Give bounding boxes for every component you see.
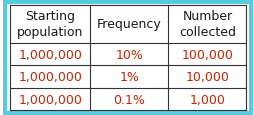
Text: 1,000: 1,000 <box>189 93 225 106</box>
Text: 10,000: 10,000 <box>185 70 229 83</box>
Text: 1,000,000: 1,000,000 <box>18 70 82 83</box>
Text: 0.1%: 0.1% <box>114 93 145 106</box>
Text: Number
collected: Number collected <box>179 10 236 39</box>
Text: 100,000: 100,000 <box>181 48 233 61</box>
Text: 1,000,000: 1,000,000 <box>18 93 82 106</box>
Text: 1,000,000: 1,000,000 <box>18 48 82 61</box>
Text: 1%: 1% <box>120 70 139 83</box>
Text: Starting
population: Starting population <box>17 10 84 39</box>
Text: 10%: 10% <box>116 48 144 61</box>
Text: Frequency: Frequency <box>97 18 162 31</box>
